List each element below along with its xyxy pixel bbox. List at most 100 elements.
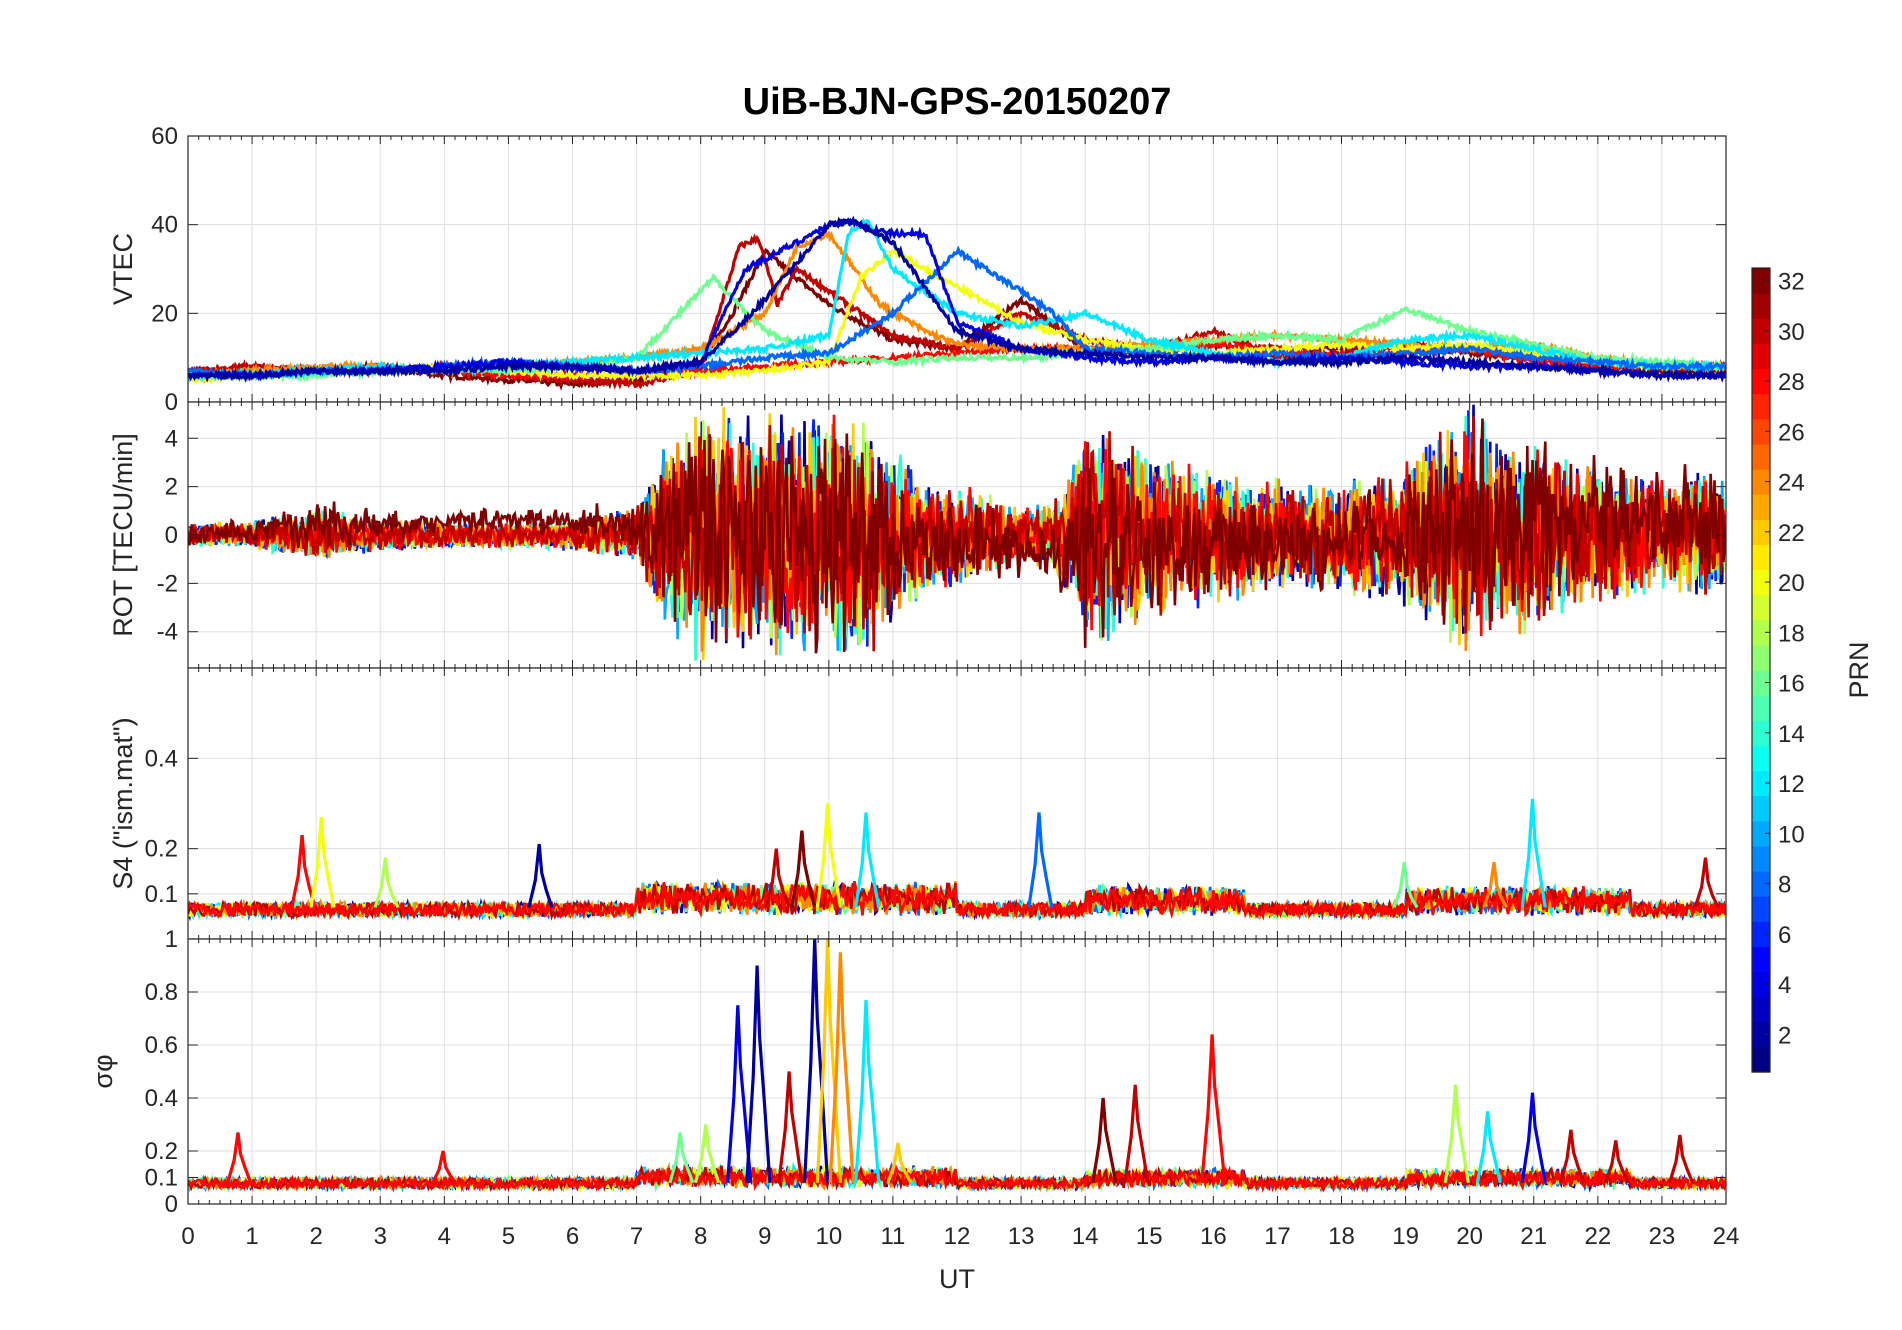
colorbar-tick-label: 24 (1778, 470, 1805, 497)
colorbar-segment (1752, 293, 1770, 319)
y-tick-label: 0.1 (145, 1165, 178, 1192)
colorbar-tick-label: 10 (1778, 821, 1805, 848)
peak-prn-2 (527, 843, 554, 908)
x-tick-label: 16 (1200, 1223, 1227, 1250)
colorbar-segment (1752, 770, 1770, 797)
peak-prn-30 (1603, 1140, 1631, 1184)
data-sigphi (188, 939, 1726, 1194)
peak-prn-30 (1559, 1129, 1586, 1184)
x-tick-label: 19 (1392, 1223, 1419, 1250)
colorbar-tick-label: 6 (1778, 922, 1791, 949)
x-axis-label: UT (939, 1264, 975, 1294)
peak-prn-22 (886, 1142, 913, 1184)
x-tick-label: 8 (694, 1223, 707, 1250)
y-tick-label: 40 (151, 212, 178, 239)
series-prn-32 (188, 418, 1726, 654)
colorbar-segment (1752, 971, 1770, 998)
peak-prn-32 (790, 830, 817, 908)
y-tick-label: 2 (165, 474, 178, 501)
colorbar-segment (1752, 519, 1770, 545)
colorbar-tick-label: 14 (1778, 721, 1805, 748)
y-tick-label: -2 (157, 570, 178, 597)
colorbar-tick-label: 28 (1778, 369, 1805, 396)
series-prn-4 (188, 215, 1726, 382)
peak-prn-30 (764, 848, 791, 908)
x-tick-label: 18 (1328, 1223, 1355, 1250)
colorbar-segment (1752, 268, 1770, 294)
colorbar-segment (1752, 1021, 1770, 1048)
colorbar-segment (1752, 946, 1770, 973)
colorbar-segment (1752, 1046, 1770, 1073)
x-tick-label: 2 (309, 1223, 322, 1250)
y-tick-label: 60 (151, 123, 178, 150)
colorbar-tick-label: 26 (1778, 419, 1805, 446)
y-axis-label-s4: S4 ("ism.mat") (108, 717, 138, 889)
y-tick-label: 20 (151, 300, 178, 327)
peak-prn-24 (1482, 861, 1509, 909)
x-tick-label: 23 (1649, 1223, 1676, 1250)
peak-prn-16 (1392, 861, 1419, 909)
x-tick-label: 9 (758, 1223, 771, 1250)
peak-prn-20 (309, 816, 336, 908)
y-axis-label-sigphi: σφ (88, 1054, 118, 1088)
y-tick-label: 0 (165, 1191, 178, 1218)
colorbar-segment (1752, 996, 1770, 1023)
colorbar-tick-label: 32 (1778, 269, 1805, 296)
peak-prn-18 (693, 1124, 721, 1184)
data-vtec (188, 215, 1726, 391)
colorbar-frame (1751, 267, 1771, 1073)
peak-prn-12 (1520, 798, 1547, 908)
peak-prn-4 (726, 1005, 753, 1183)
colorbar-segment (1752, 745, 1770, 772)
y-tick-label: 0.4 (145, 745, 178, 772)
colorbar-segment (1752, 494, 1770, 520)
colorbar-segment (1752, 469, 1770, 495)
peak-prn-2 (745, 965, 772, 1183)
x-tick-label: 21 (1520, 1223, 1547, 1250)
peak-prn-16 (668, 1132, 695, 1184)
colorbar-label: PRN (1844, 641, 1874, 698)
peak-prn-24 (828, 952, 855, 1183)
chart-title: UiB-BJN-GPS-20150207 (743, 81, 1172, 123)
y-tick-label: 0.2 (145, 1138, 178, 1165)
x-tick-label: 22 (1584, 1223, 1611, 1250)
colorbar-tick-label: 2 (1778, 1022, 1791, 1049)
y-tick-label: 0 (165, 522, 178, 549)
y-tick-label: -4 (157, 619, 178, 646)
peak-prn-18 (1443, 1084, 1470, 1184)
y-tick-label: 0.1 (145, 881, 178, 908)
y-tick-label: 4 (165, 425, 178, 452)
colorbar-tick-label: 12 (1778, 771, 1805, 798)
x-tick-label: 12 (944, 1223, 971, 1250)
colorbar-segment (1752, 594, 1770, 621)
colorbar-segment (1752, 795, 1770, 822)
series-prn-28 (188, 1163, 1726, 1194)
x-tick-label: 24 (1713, 1223, 1740, 1250)
x-tick-label: 15 (1136, 1223, 1163, 1250)
x-axis: 0 1 2 3 4 5 6 7 8 9 10 11 12 13 14 15 16 17 18 19 20 21 22 23 24 (181, 1223, 1739, 1250)
colorbar-segment (1752, 644, 1770, 671)
y-tick-label: 0.4 (145, 1085, 178, 1112)
colorbar-tick-label: 22 (1778, 520, 1805, 547)
colorbar-segment (1752, 569, 1770, 596)
colorbar-tick-label: 4 (1778, 972, 1791, 999)
x-tick-label: 6 (566, 1223, 579, 1250)
colorbar-segment (1752, 820, 1770, 847)
colorbar-segment (1752, 443, 1770, 470)
panel-vtec: 0 20 40 60 VTEC (108, 123, 1727, 416)
x-tick-label: 4 (438, 1223, 451, 1250)
data-rot (188, 404, 1726, 661)
colorbar-segment (1752, 418, 1770, 445)
peak-prn-28 (1200, 1034, 1227, 1183)
x-tick-label: 10 (815, 1223, 842, 1250)
series-prn-28 (188, 880, 1726, 921)
colorbar-segment (1752, 695, 1770, 721)
colorbar-segment (1752, 720, 1770, 746)
y-axis-label-vtec: VTEC (108, 233, 138, 305)
x-tick-label: 0 (181, 1223, 194, 1250)
x-tick-label: 5 (502, 1223, 515, 1250)
x-tick-label: 20 (1456, 1223, 1483, 1250)
y-tick-label: 0.8 (145, 979, 178, 1006)
panel-sigphi: 00.10.2 0.4 0.6 0.8 1 σφ (88, 926, 1727, 1218)
colorbar-segment (1752, 343, 1770, 370)
